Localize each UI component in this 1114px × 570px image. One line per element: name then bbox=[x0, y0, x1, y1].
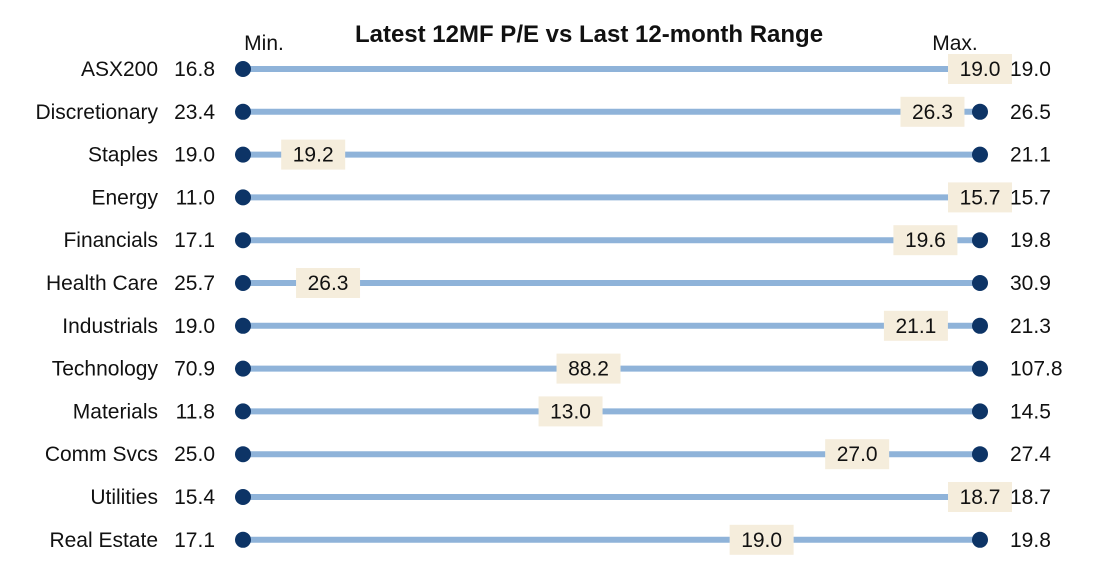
max-value-label: 19.8 bbox=[1010, 229, 1051, 252]
latest-value-label: 26.3 bbox=[308, 272, 349, 295]
latest-value-box bbox=[296, 268, 361, 298]
min-dot bbox=[235, 61, 251, 77]
min-value-label: 25.0 bbox=[174, 443, 215, 466]
latest-value-box bbox=[729, 524, 794, 555]
max-value-label: 107.8 bbox=[1010, 358, 1063, 381]
max-dot bbox=[972, 146, 988, 163]
latest-value-label: 19.2 bbox=[293, 144, 334, 167]
category-label: Materials bbox=[73, 400, 158, 423]
max-value-label: 21.3 bbox=[1010, 315, 1051, 338]
category-label: Health Care bbox=[46, 272, 158, 295]
min-value-label: 17.1 bbox=[174, 229, 215, 252]
min-value-label: 25.7 bbox=[174, 272, 215, 295]
latest-value-label: 26.3 bbox=[912, 101, 953, 124]
min-value-label: 11.8 bbox=[176, 400, 215, 423]
category-label: Staples bbox=[88, 144, 158, 167]
min-dot bbox=[235, 103, 251, 120]
min-value-label: 23.4 bbox=[174, 101, 215, 124]
max-value-label: 19.8 bbox=[1010, 529, 1051, 552]
min-value-label: 19.0 bbox=[174, 315, 215, 338]
max-dot bbox=[972, 403, 988, 420]
latest-value-box bbox=[948, 54, 1012, 84]
latest-value-label: 13.0 bbox=[550, 400, 591, 423]
max-value-label: 30.9 bbox=[1010, 272, 1051, 295]
max-value-label: 19.0 bbox=[1010, 58, 1051, 81]
min-dot bbox=[235, 275, 251, 291]
latest-value-box bbox=[900, 96, 965, 127]
latest-value-box bbox=[825, 439, 890, 470]
min-value-label: 19.0 bbox=[174, 144, 215, 167]
latest-value-label: 19.6 bbox=[905, 229, 946, 252]
latest-value-box bbox=[556, 353, 621, 384]
min-dot bbox=[235, 232, 251, 249]
latest-value-label: 19.0 bbox=[741, 529, 782, 552]
min-value-label: 17.1 bbox=[174, 529, 215, 552]
latest-value-label: 88.2 bbox=[568, 358, 609, 381]
max-value-label: 26.5 bbox=[1010, 101, 1051, 124]
min-header: Min. bbox=[244, 32, 284, 55]
category-label: Industrials bbox=[62, 315, 158, 338]
max-dot bbox=[972, 103, 988, 120]
max-dot bbox=[972, 531, 988, 548]
min-dot bbox=[235, 189, 251, 206]
latest-value-box bbox=[538, 396, 603, 427]
max-dot bbox=[972, 317, 988, 334]
min-value-label: 16.8 bbox=[174, 58, 215, 81]
category-label: Technology bbox=[52, 358, 159, 381]
max-dot bbox=[972, 275, 988, 291]
latest-value-label: 15.7 bbox=[960, 186, 1001, 209]
max-value-label: 21.1 bbox=[1010, 144, 1051, 167]
min-dot bbox=[235, 531, 251, 548]
chart-rows: 19.0 ASX200 16.8 19.0 26.3 Discretionary 23.4 2… bbox=[35, 54, 1063, 555]
latest-value-label: 19.0 bbox=[960, 58, 1001, 81]
max-dot bbox=[972, 232, 988, 249]
min-dot bbox=[235, 317, 251, 334]
max-dot bbox=[972, 446, 988, 463]
max-dot bbox=[972, 360, 988, 377]
min-value-label: 11.0 bbox=[176, 186, 215, 209]
latest-value-label: 27.0 bbox=[837, 443, 878, 466]
category-label: Utilities bbox=[90, 486, 158, 509]
min-value-label: 15.4 bbox=[174, 486, 215, 509]
max-value-label: 15.7 bbox=[1010, 186, 1051, 209]
latest-value-box bbox=[893, 225, 958, 256]
max-value-label: 14.5 bbox=[1010, 400, 1051, 423]
min-dot bbox=[235, 403, 251, 420]
latest-value-box bbox=[948, 182, 1012, 213]
category-label: ASX200 bbox=[81, 58, 158, 81]
category-label: Comm Svcs bbox=[45, 443, 158, 466]
latest-value-box bbox=[281, 139, 346, 170]
category-label: Financials bbox=[63, 229, 158, 252]
min-dot bbox=[235, 146, 251, 163]
latest-value-box bbox=[948, 482, 1012, 512]
category-label: Energy bbox=[91, 186, 158, 209]
min-value-label: 70.9 bbox=[174, 358, 215, 381]
latest-value-label: 18.7 bbox=[960, 486, 1001, 509]
latest-value-box bbox=[883, 310, 948, 341]
min-dot bbox=[235, 446, 251, 463]
latest-value-label: 21.1 bbox=[895, 315, 936, 338]
min-dot bbox=[235, 489, 251, 505]
chart-title: Latest 12MF P/E vs Last 12-month Range bbox=[355, 21, 823, 48]
max-header: Max. bbox=[932, 32, 978, 55]
category-label: Real Estate bbox=[49, 529, 158, 552]
max-value-label: 27.4 bbox=[1010, 443, 1051, 466]
category-label: Discretionary bbox=[35, 101, 158, 124]
min-dot bbox=[235, 360, 251, 377]
max-value-label: 18.7 bbox=[1010, 486, 1051, 509]
